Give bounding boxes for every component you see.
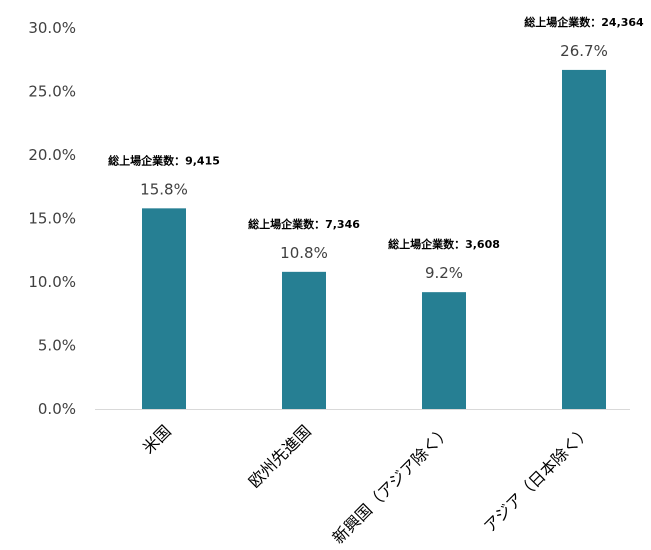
y-tick-label: 20.0% <box>28 146 76 164</box>
company-count-annotations: 総上場企業数：9,415 総上場企業数：7,346 総上場企業数：3,608 総上場企… <box>108 15 644 251</box>
bar-value-label: 26.7% <box>560 42 608 60</box>
y-axis-ticks: 0.0% 5.0% 10.0% 15.0% 20.0% 25.0% 30.0% <box>28 19 76 418</box>
bar <box>142 208 186 409</box>
category-label: 新興国（アジア除く） <box>329 421 455 547</box>
bar-value-label: 10.8% <box>280 244 328 262</box>
bar <box>422 292 466 409</box>
y-tick-label: 25.0% <box>28 83 76 101</box>
y-tick-label: 30.0% <box>28 19 76 37</box>
company-count-annotation: 総上場企業数：24,364 <box>524 15 644 29</box>
category-labels: 米国 欧州先進国 新興国（アジア除く） アジア（日本除く） <box>139 421 595 547</box>
company-count-annotation: 総上場企業数：9,415 <box>108 153 220 167</box>
y-tick-label: 10.0% <box>28 273 76 291</box>
category-label: アジア（日本除く） <box>480 421 595 536</box>
company-count-annotation: 総上場企業数：3,608 <box>388 237 500 251</box>
bar-value-label: 15.8% <box>140 180 188 198</box>
y-tick-label: 0.0% <box>38 400 76 418</box>
category-label: 欧州先進国 <box>245 421 315 491</box>
bar <box>282 271 326 409</box>
category-label: 米国 <box>139 421 175 457</box>
bar <box>562 69 606 409</box>
value-labels: 15.8% 10.8% 9.2% 26.7% <box>140 42 608 282</box>
y-tick-label: 5.0% <box>38 337 76 355</box>
bars <box>142 69 606 409</box>
bar-value-label: 9.2% <box>425 264 463 282</box>
y-tick-label: 15.0% <box>28 210 76 228</box>
company-count-annotation: 総上場企業数：7,346 <box>248 217 360 231</box>
